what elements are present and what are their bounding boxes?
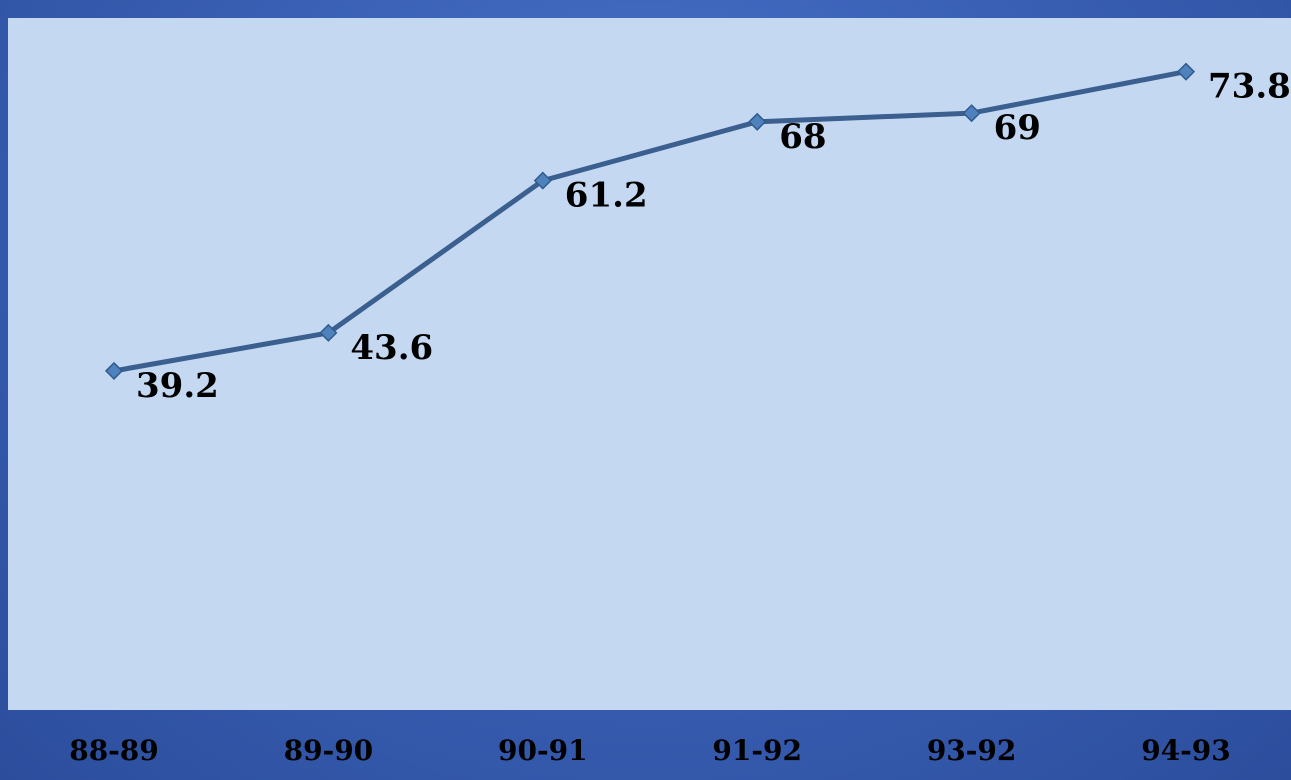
x-tick-label: 94-93: [1141, 734, 1231, 767]
x-tick-label: 91-92: [712, 734, 802, 767]
series-line: [111, 69, 1189, 374]
data-point-marker: [748, 112, 767, 131]
x-tick-label: 89-90: [284, 734, 374, 767]
data-labels: 39.2 43.6 61.2 68 69 73.8: [136, 67, 1291, 406]
x-tick-label: 90-91: [498, 734, 588, 767]
data-label: 73.8: [1208, 67, 1291, 107]
data-point-marker: [104, 361, 124, 380]
series-layer: [104, 62, 1196, 380]
data-point-marker: [962, 104, 981, 123]
x-tick-label: 88-89: [69, 734, 159, 767]
data-point-marker: [533, 171, 552, 190]
data-point-marker: [1176, 62, 1196, 81]
plot-area: [8, 18, 1291, 710]
data-label: 69: [994, 108, 1041, 148]
data-label: 61.2: [565, 176, 648, 216]
data-label: 43.6: [350, 328, 433, 368]
x-tick-label: 93-92: [927, 734, 1017, 767]
data-label: 39.2: [136, 366, 219, 406]
x-axis-tick-labels: 88-89 89-90 90-91 91-92 93-92 94-93: [69, 734, 1231, 767]
data-point-marker: [319, 323, 338, 342]
data-label: 68: [779, 117, 826, 157]
